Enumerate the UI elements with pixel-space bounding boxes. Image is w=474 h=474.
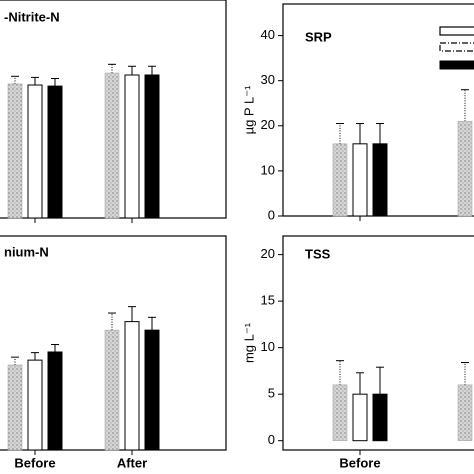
y-tick-label: 0	[268, 432, 275, 447]
bar	[332, 384, 348, 441]
bar	[144, 329, 160, 451]
bar	[144, 74, 160, 219]
y-tick-label: 20	[261, 246, 275, 261]
x-tick-label: Before	[14, 455, 55, 470]
bar	[104, 329, 120, 451]
y-tick-label: 40	[261, 27, 275, 42]
bar	[27, 84, 43, 219]
panel-title: nium-N	[4, 244, 49, 259]
legend	[439, 26, 474, 70]
plot-frame	[282, 235, 474, 451]
y-tick-label: 30	[261, 72, 275, 87]
panel-title: SRP	[305, 29, 332, 44]
legend-swatch	[439, 60, 474, 70]
y-tick-label: 5	[268, 386, 275, 401]
bar	[47, 85, 63, 219]
bar	[332, 143, 348, 217]
bar	[7, 83, 23, 219]
panel-title: TSS	[305, 246, 331, 261]
y-tick-label: 0	[268, 207, 275, 222]
y-axis-label: mg L⁻¹	[241, 322, 256, 363]
bar	[47, 351, 63, 451]
y-tick-label: 10	[261, 339, 275, 354]
bar	[27, 359, 43, 451]
y-tick-label: 15	[261, 293, 275, 308]
bar	[457, 120, 473, 217]
bar	[372, 143, 388, 217]
bar	[372, 393, 388, 442]
x-tick-label: Before	[339, 455, 380, 470]
bar	[124, 321, 140, 451]
y-tick-label: 20	[261, 117, 275, 132]
panel-title: -Nitrite-N	[4, 9, 60, 24]
bar	[352, 143, 368, 217]
x-tick-label: After	[117, 455, 147, 470]
bar	[124, 74, 140, 219]
bar	[104, 72, 120, 219]
legend-swatch	[439, 26, 474, 36]
y-axis-label: µg P L⁻¹	[241, 85, 256, 134]
y-tick-label: 10	[261, 162, 275, 177]
bar	[457, 384, 473, 441]
bar	[352, 393, 368, 442]
legend-swatch	[439, 42, 474, 52]
bar	[7, 364, 23, 451]
